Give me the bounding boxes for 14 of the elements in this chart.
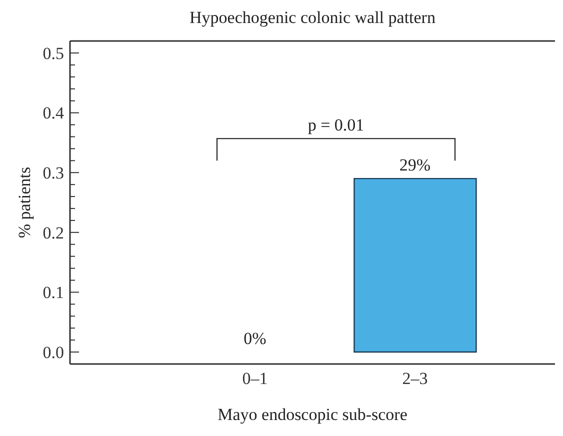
- y-tick-label: 0.2: [42, 223, 64, 242]
- data-label: 29%: [399, 156, 431, 175]
- y-tick-label: 0.0: [42, 342, 64, 362]
- x-tick-label: 2–3: [402, 369, 428, 388]
- x-tick-label: 0–1: [242, 369, 268, 388]
- y-axis-title: % patients: [14, 166, 34, 238]
- data-label: 0%: [244, 329, 266, 348]
- annotation: p = 0.01: [308, 116, 364, 135]
- y-tick-label: 0.4: [42, 104, 64, 123]
- y-tick-label: 0.5: [42, 44, 64, 63]
- y-tick-label: 0.1: [42, 283, 64, 302]
- y-tick-label: 0.3: [42, 164, 64, 183]
- chart-title: Hypoechogenic colonic wall pattern: [188, 8, 436, 28]
- x-axis-title: Mayo endoscopic sub-score: [218, 405, 408, 424]
